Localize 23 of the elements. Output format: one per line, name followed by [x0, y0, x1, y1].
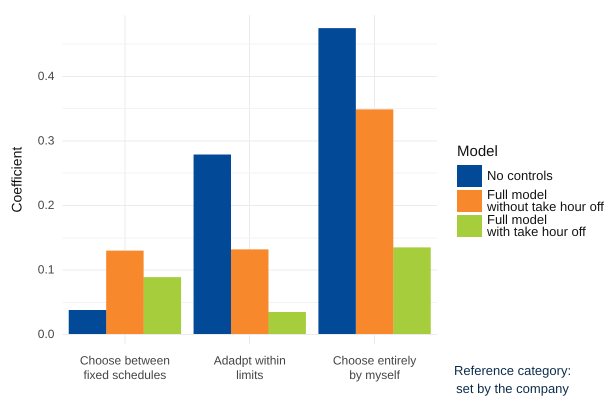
y-axis-title: Coefficient [8, 146, 24, 213]
bar [393, 247, 431, 334]
legend-label: No controls [487, 168, 553, 183]
legend-label: Full model with take hour off [487, 212, 586, 239]
x-tick-label: Adadpt within limits [214, 354, 286, 382]
legend-label: Full model without take hour off [487, 187, 604, 214]
bar [194, 154, 232, 334]
bar [318, 28, 356, 334]
bar [231, 249, 268, 334]
text: Reference category: set by the company [454, 362, 572, 398]
y-tick-label: 0.4 [38, 68, 55, 83]
bar [68, 310, 106, 334]
legend-title: Model [457, 143, 499, 160]
bar [144, 277, 182, 334]
y-tick-label: 0.2 [38, 198, 55, 212]
bar [356, 109, 394, 334]
x-tick-label: Choose between fixed schedules [80, 354, 170, 382]
x-tick-label: Choose entirely by myself [332, 354, 416, 382]
y-tick-label: 0.1 [38, 262, 55, 276]
y-tick-label: 0.0 [38, 326, 55, 341]
y-tick-label: 0.3 [38, 133, 55, 148]
bar [106, 250, 144, 334]
bar [268, 312, 306, 334]
